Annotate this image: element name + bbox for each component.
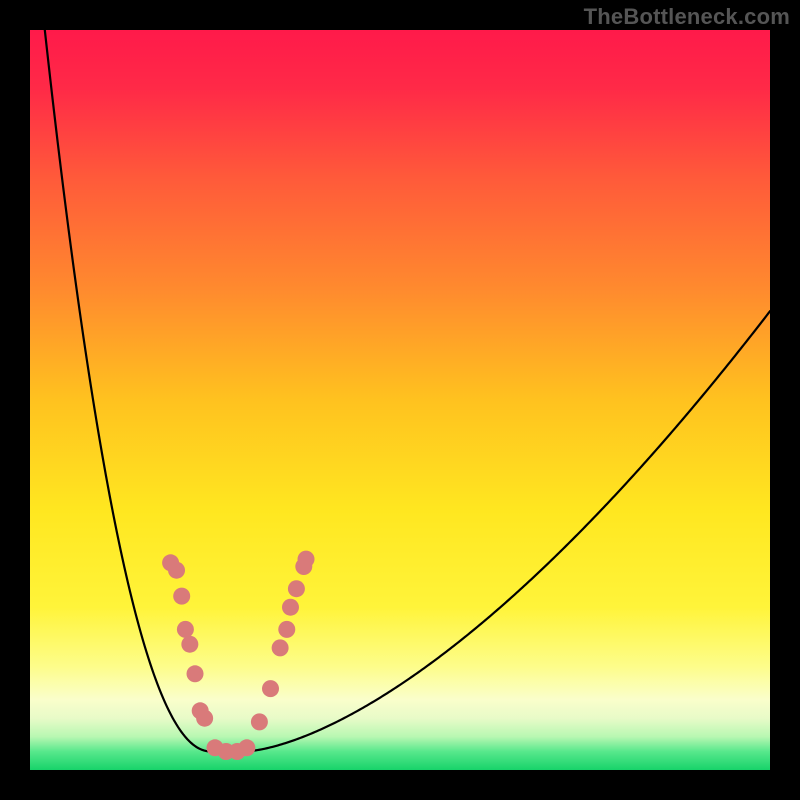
- data-marker: [298, 551, 315, 568]
- data-marker: [173, 588, 190, 605]
- data-marker: [288, 580, 305, 597]
- data-marker: [278, 621, 295, 638]
- data-marker: [238, 739, 255, 756]
- data-marker: [196, 710, 213, 727]
- plot-area: [30, 30, 770, 770]
- data-marker: [177, 621, 194, 638]
- data-marker: [168, 562, 185, 579]
- data-marker: [282, 599, 299, 616]
- data-marker: [262, 680, 279, 697]
- data-marker: [181, 636, 198, 653]
- watermark-text: TheBottleneck.com: [584, 4, 790, 30]
- chart-svg: [30, 30, 770, 770]
- chart-frame: TheBottleneck.com: [0, 0, 800, 800]
- data-marker: [272, 639, 289, 656]
- data-marker: [187, 665, 204, 682]
- data-marker: [251, 713, 268, 730]
- chart-background: [30, 30, 770, 770]
